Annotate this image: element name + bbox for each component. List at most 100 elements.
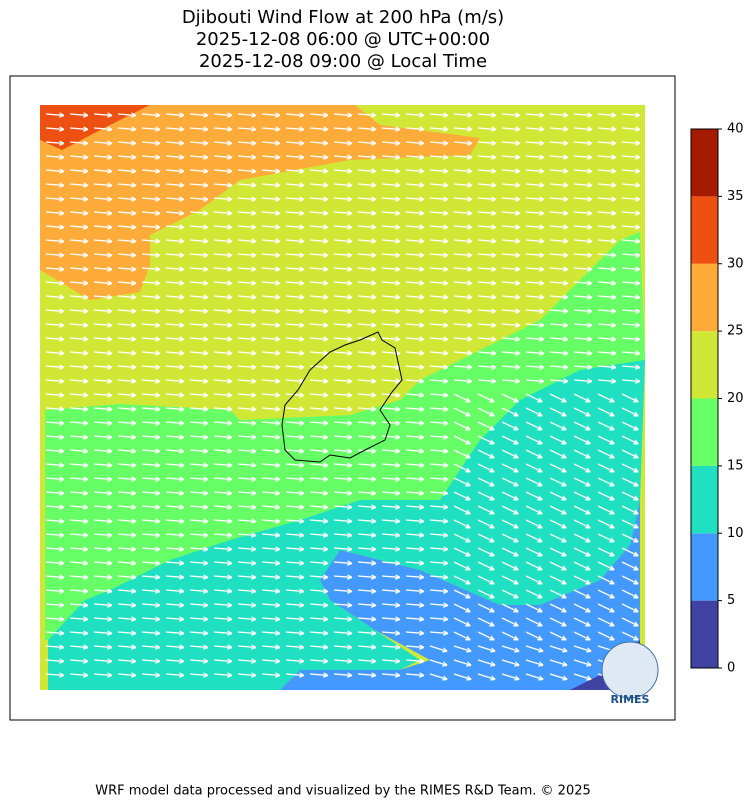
wind-arrow — [573, 435, 591, 445]
wind-arrow — [501, 631, 519, 641]
wind-arrow — [117, 266, 137, 272]
wind-arrow — [213, 280, 233, 286]
wind-arrow — [165, 294, 185, 300]
zone — [48, 360, 645, 690]
wind-arrow — [477, 421, 495, 431]
wind-arrow — [573, 350, 593, 356]
wind-arrow — [549, 505, 567, 515]
wind-arrow — [285, 644, 305, 650]
wind-arrow — [117, 616, 137, 622]
wind-arrow — [189, 588, 209, 594]
wind-arrow — [237, 392, 257, 398]
wind-arrow — [501, 673, 520, 681]
wind-arrow — [477, 280, 497, 286]
wind-arrow — [501, 463, 519, 473]
wind-arrow — [549, 449, 567, 459]
wind-arrow — [597, 533, 615, 543]
wind-arrow — [597, 477, 615, 487]
wind-arrow — [69, 504, 89, 510]
wind-arrow — [357, 462, 377, 468]
wind-arrow — [477, 210, 497, 216]
wind-arrow — [213, 154, 233, 160]
wind-arrow — [69, 392, 89, 398]
wind-arrow — [549, 617, 567, 627]
wind-arrow — [45, 336, 65, 342]
wind-arrow — [261, 126, 281, 132]
wind-arrow — [477, 196, 497, 202]
wind-arrow — [333, 658, 353, 664]
wind-arrow — [93, 364, 113, 370]
wind-arrow — [237, 168, 257, 174]
wind-arrow — [141, 420, 161, 426]
wind-arrow — [333, 252, 353, 258]
wind-arrow — [117, 532, 137, 538]
wind-arrow — [333, 504, 353, 510]
wind-arrow — [45, 168, 65, 174]
wind-arrow — [309, 602, 329, 608]
wind-arrow — [381, 238, 401, 244]
wind-arrow — [525, 196, 545, 202]
wind-arrow — [573, 154, 593, 160]
wind-arrow — [501, 519, 519, 529]
wind-arrow — [261, 588, 281, 594]
wind-arrow — [525, 280, 545, 286]
wind-arrow — [261, 336, 281, 342]
wind-arrow — [357, 560, 377, 566]
wind-arrow — [237, 126, 257, 132]
wind-arrow — [597, 210, 617, 216]
wind-arrow — [285, 630, 305, 636]
wind-arrow — [405, 574, 425, 580]
wind-arrow — [501, 378, 521, 384]
wind-arrow — [573, 547, 591, 557]
wind-arrow — [213, 588, 233, 594]
wind-arrow — [189, 644, 209, 650]
wind-arrow — [165, 224, 185, 230]
wind-arrow — [69, 434, 89, 440]
wind-arrow — [237, 490, 257, 496]
wind-arrow — [381, 112, 401, 118]
wind-arrow — [333, 154, 353, 160]
wind-arrow — [213, 224, 233, 230]
wind-arrow — [357, 672, 377, 678]
wind-arrow — [357, 168, 377, 174]
wind-arrow — [525, 224, 545, 230]
wind-arrow — [189, 560, 209, 566]
wind-arrow — [117, 658, 137, 664]
wind-arrow — [597, 463, 615, 473]
wind-arrow — [261, 434, 281, 440]
wind-arrow — [429, 126, 449, 132]
wind-arrow — [597, 378, 617, 384]
wind-arrow — [429, 238, 449, 244]
wind-arrow — [213, 182, 233, 188]
wind-arrow — [477, 547, 495, 557]
wind-arrow — [213, 308, 233, 314]
wind-arrow — [333, 112, 353, 118]
wind-arrow — [405, 266, 425, 272]
wind-arrow — [237, 420, 257, 426]
colorbar-tick-label: 30 — [727, 256, 744, 271]
wind-arrow — [573, 364, 593, 370]
wind-arrow — [597, 421, 615, 431]
wind-arrow — [285, 560, 305, 566]
wind-arrow — [309, 182, 329, 188]
wind-arrow — [213, 378, 233, 384]
wind-arrow — [93, 434, 113, 440]
wind-arrow — [237, 434, 257, 440]
wind-arrow — [309, 168, 329, 174]
wind-arrow — [165, 532, 185, 538]
wind-arrow — [477, 449, 495, 459]
wind-arrow — [261, 350, 281, 356]
wind-arrow — [309, 126, 329, 132]
wind-arrow — [45, 126, 65, 132]
wind-arrow — [285, 294, 305, 300]
wind-arrow — [573, 603, 591, 613]
wind-arrow — [501, 322, 521, 328]
wind-arrow — [549, 631, 567, 641]
wind-arrow — [381, 602, 401, 608]
wind-arrow — [549, 210, 569, 216]
wind-arrow — [285, 448, 305, 454]
wind-arrow — [621, 336, 641, 342]
wind-arrow — [117, 490, 137, 496]
colorbar-segment — [691, 129, 718, 197]
wind-arrow — [429, 504, 449, 510]
